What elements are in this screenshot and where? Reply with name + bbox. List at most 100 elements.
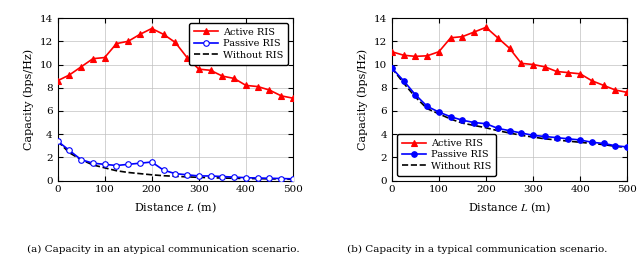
Line: Without RIS: Without RIS bbox=[392, 68, 627, 148]
Without RIS bbox=[482, 126, 490, 129]
Active RIS bbox=[412, 55, 419, 58]
Active RIS bbox=[529, 63, 537, 66]
Without RIS bbox=[124, 171, 132, 174]
Without RIS bbox=[447, 118, 454, 121]
Passive RIS bbox=[447, 115, 454, 118]
Without RIS bbox=[529, 135, 537, 139]
Active RIS bbox=[564, 71, 572, 74]
Active RIS bbox=[623, 91, 631, 94]
Passive RIS bbox=[136, 162, 144, 165]
Line: Without RIS: Without RIS bbox=[58, 141, 293, 179]
Without RIS bbox=[576, 141, 584, 144]
Text: (a) Capacity in an atypical communication scenario.: (a) Capacity in an atypical communicatio… bbox=[27, 245, 300, 254]
Text: (b) Capacity in a typical communication scenario.: (b) Capacity in a typical communication … bbox=[347, 245, 607, 254]
Without RIS bbox=[89, 163, 97, 166]
Passive RIS bbox=[435, 110, 443, 114]
Passive RIS bbox=[400, 79, 408, 82]
Passive RIS bbox=[277, 177, 285, 180]
Passive RIS bbox=[266, 177, 273, 180]
Active RIS bbox=[518, 62, 525, 65]
Active RIS bbox=[254, 85, 262, 88]
Passive RIS bbox=[388, 67, 396, 70]
Without RIS bbox=[400, 82, 408, 85]
Passive RIS bbox=[529, 134, 537, 137]
Passive RIS bbox=[412, 93, 419, 96]
Active RIS bbox=[218, 75, 226, 78]
Passive RIS bbox=[506, 129, 513, 132]
Active RIS bbox=[65, 74, 73, 77]
Active RIS bbox=[541, 65, 548, 68]
Passive RIS bbox=[254, 176, 262, 180]
Line: Active RIS: Active RIS bbox=[55, 26, 296, 101]
Active RIS bbox=[388, 50, 396, 53]
Active RIS bbox=[266, 88, 273, 92]
Without RIS bbox=[412, 95, 419, 99]
Without RIS bbox=[148, 173, 156, 176]
Active RIS bbox=[600, 84, 607, 87]
Passive RIS bbox=[541, 135, 548, 138]
Passive RIS bbox=[65, 149, 73, 152]
Active RIS bbox=[101, 56, 109, 59]
Passive RIS bbox=[588, 141, 596, 144]
Active RIS bbox=[277, 94, 285, 98]
Active RIS bbox=[207, 69, 214, 72]
Passive RIS bbox=[423, 105, 431, 108]
Without RIS bbox=[54, 140, 61, 143]
Without RIS bbox=[77, 158, 85, 161]
Passive RIS bbox=[459, 119, 467, 122]
Passive RIS bbox=[89, 162, 97, 165]
Without RIS bbox=[506, 132, 513, 135]
Without RIS bbox=[159, 174, 167, 177]
Without RIS bbox=[207, 176, 214, 179]
Passive RIS bbox=[242, 176, 250, 179]
Active RIS bbox=[506, 47, 513, 50]
Passive RIS bbox=[77, 158, 85, 161]
Without RIS bbox=[172, 175, 179, 178]
Y-axis label: Capacity (bps/Hz): Capacity (bps/Hz) bbox=[24, 49, 34, 150]
Passive RIS bbox=[172, 172, 179, 175]
Active RIS bbox=[172, 41, 179, 44]
Without RIS bbox=[388, 67, 396, 70]
Without RIS bbox=[242, 177, 250, 180]
Passive RIS bbox=[230, 176, 238, 179]
Active RIS bbox=[113, 42, 120, 45]
Passive RIS bbox=[218, 175, 226, 178]
Active RIS bbox=[553, 70, 561, 73]
Active RIS bbox=[54, 79, 61, 82]
Active RIS bbox=[136, 33, 144, 36]
Passive RIS bbox=[564, 137, 572, 140]
Without RIS bbox=[101, 166, 109, 170]
Active RIS bbox=[148, 27, 156, 30]
Without RIS bbox=[494, 129, 502, 132]
Passive RIS bbox=[207, 174, 214, 178]
Without RIS bbox=[136, 172, 144, 175]
Active RIS bbox=[289, 97, 297, 100]
Passive RIS bbox=[553, 136, 561, 139]
Line: Active RIS: Active RIS bbox=[389, 25, 630, 95]
Without RIS bbox=[195, 176, 203, 179]
Without RIS bbox=[588, 142, 596, 145]
Passive RIS bbox=[576, 138, 584, 141]
Passive RIS bbox=[482, 122, 490, 125]
Without RIS bbox=[423, 107, 431, 110]
Without RIS bbox=[600, 143, 607, 146]
Legend: Active RIS, Passive RIS, Without RIS: Active RIS, Passive RIS, Without RIS bbox=[397, 134, 496, 176]
X-axis label: Distance $L$ (m): Distance $L$ (m) bbox=[468, 200, 551, 214]
Active RIS bbox=[159, 33, 167, 36]
Active RIS bbox=[195, 68, 203, 71]
Passive RIS bbox=[159, 169, 167, 172]
Passive RIS bbox=[289, 177, 297, 180]
Active RIS bbox=[400, 54, 408, 57]
Without RIS bbox=[564, 140, 572, 143]
Active RIS bbox=[89, 57, 97, 60]
Active RIS bbox=[470, 30, 478, 34]
Passive RIS bbox=[470, 121, 478, 124]
Without RIS bbox=[541, 137, 548, 140]
Without RIS bbox=[218, 176, 226, 180]
Active RIS bbox=[482, 26, 490, 29]
Active RIS bbox=[183, 56, 191, 59]
Without RIS bbox=[553, 138, 561, 141]
Without RIS bbox=[183, 175, 191, 179]
Without RIS bbox=[266, 177, 273, 180]
Line: Passive RIS: Passive RIS bbox=[55, 138, 296, 182]
